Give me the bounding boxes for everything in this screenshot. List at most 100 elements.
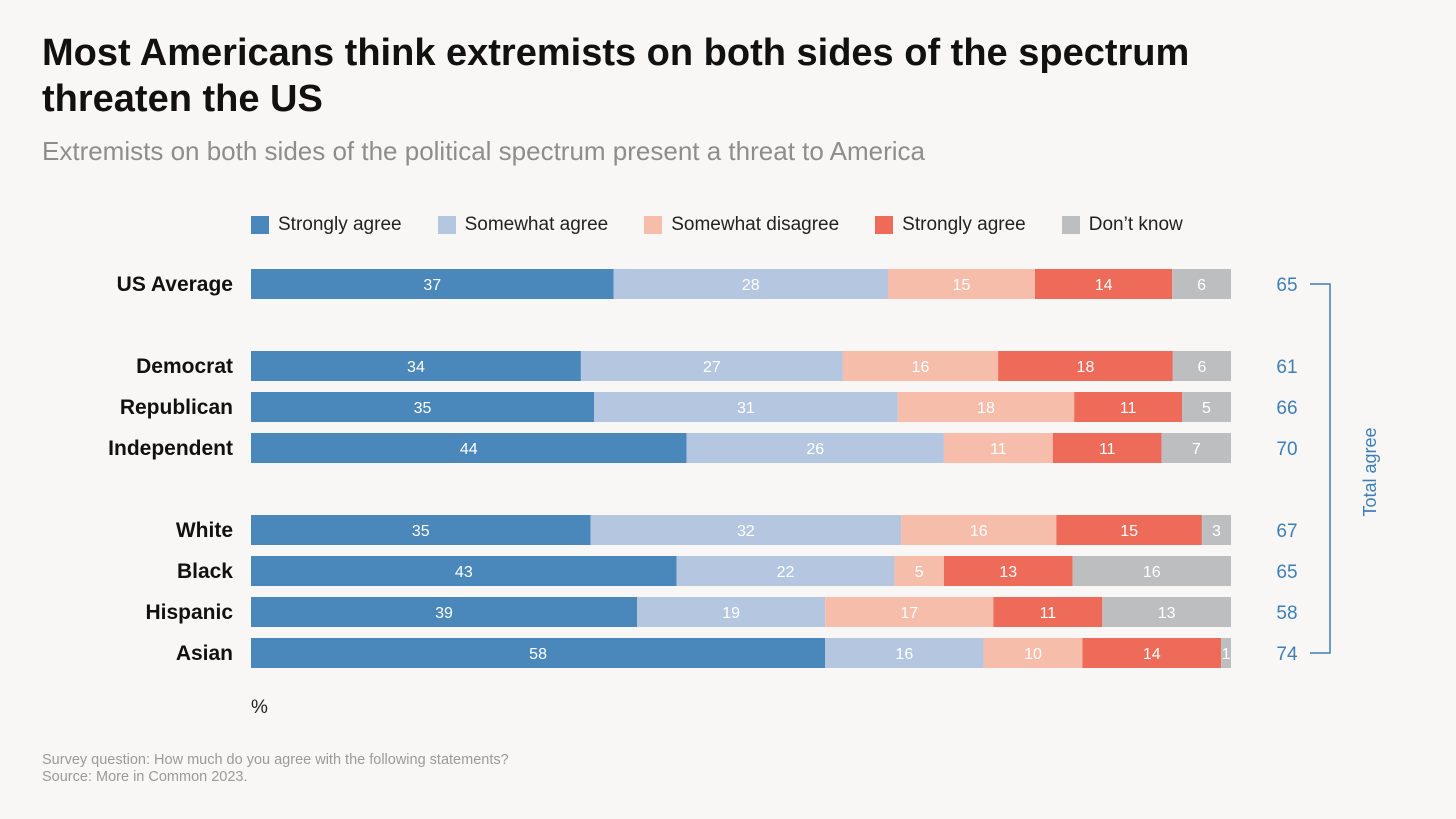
bar-value-label: 14 [1095,277,1113,294]
bar-value-label: 18 [977,400,995,417]
bar-segment-don-t-know-4 [1221,638,1231,668]
bar-value-label: 13 [1158,605,1176,622]
bar-segment-strongly-agree-3 [1074,392,1182,422]
legend-swatch [875,216,894,234]
bar-segment-strongly-agree-0 [251,597,638,627]
bar-segment-strongly-agree-3 [943,556,1073,586]
bar-row-asian: Asian 58 16 10 14 1 74 [176,638,1298,668]
category-label: US Average [117,273,233,296]
bar-row-republican: Republican 35 31 18 11 5 66 [120,392,1298,422]
bar-segment-don-t-know-4 [1172,351,1231,381]
bar-segment-don-t-know-4 [1102,597,1231,627]
bar-segment-somewhat-disagree-2 [983,638,1083,668]
bar-segment-somewhat-agree-1 [676,556,895,586]
bar-segment-somewhat-agree-1 [686,433,944,463]
bar-segment-strongly-agree-3 [1035,269,1173,299]
legend-item-somewhat-agree: Somewhat agree [437,214,609,236]
bar-segment-somewhat-agree-1 [580,351,843,381]
total-agree-bracket [1310,283,1331,654]
legend-label: Strongly agree [278,214,402,235]
total-agree-value: 58 [1276,603,1297,624]
bar-segment-strongly-agree-0 [251,638,826,668]
bar-segment-somewhat-agree-1 [825,638,984,668]
bar-segment-strongly-agree-3 [998,351,1173,381]
category-label: Asian [176,642,233,665]
bar-segment-somewhat-disagree-2 [842,351,999,381]
category-label: Independent [108,437,233,460]
legend-label: Don’t know [1088,214,1183,235]
bar-value-label: 16 [912,359,930,376]
bar-segment-strongly-agree-3 [1082,638,1222,668]
bar-value-label: 11 [1099,441,1116,458]
bar-value-label: 22 [777,564,795,581]
legend-item-strongly-disagree: Strongly agree [875,214,1026,236]
bar-segment-somewhat-disagree-2 [825,597,994,627]
legend-item-somewhat-disagree: Somewhat disagree [644,214,839,236]
bar-segment-don-t-know-4 [1072,556,1231,586]
total-agree-axis-label: Total agree [1360,427,1380,517]
bar-row-hispanic: Hispanic 39 19 17 11 13 58 [145,597,1298,627]
total-agree-value: 65 [1276,562,1297,583]
bar-segment-strongly-agree-0 [251,556,677,586]
category-label: White [176,519,233,542]
bar-segment-strongly-agree-0 [251,433,687,463]
bar-value-label: 10 [1024,646,1042,663]
bar-value-label: 39 [435,605,453,622]
bar-value-label: 18 [1077,359,1095,376]
bar-value-label: 15 [1120,523,1138,540]
chart-subtitle: Extremists on both sides of the politica… [42,136,925,166]
legend-item-strongly-agree: Strongly agree [251,214,402,236]
bar-value-label: 6 [1197,359,1206,376]
category-label: Hispanic [145,601,233,624]
bar-value-label: 31 [737,400,755,417]
bar-segment-don-t-know-4 [1182,392,1231,422]
bar-value-label: 16 [970,523,988,540]
bar-row-black: Black 43 22 5 13 16 65 [177,556,1298,586]
survey-question-note: Survey question: How much do you agree w… [42,752,509,768]
category-label: Republican [120,396,233,419]
bar-value-label: 11 [1120,400,1137,417]
bar-value-label: 7 [1192,441,1201,458]
chart-title: Most Americans think extremists on both … [42,32,1190,120]
bar-value-label: 44 [460,441,478,458]
bar-value-label: 16 [895,646,913,663]
bar-segment-somewhat-agree-1 [613,269,888,299]
bar-value-label: 11 [990,441,1007,458]
bar-value-label: 43 [455,564,473,581]
bar-value-label: 27 [703,359,721,376]
bar-value-label: 15 [953,277,971,294]
footer: Survey question: How much do you agree w… [42,752,509,786]
bar-segment-somewhat-disagree-2 [901,515,1057,545]
bar-value-label: 26 [806,441,824,458]
bar-value-label: 19 [722,605,740,622]
bar-segment-somewhat-disagree-2 [888,269,1035,299]
bar-value-label: 58 [529,646,547,663]
bar-segment-somewhat-agree-1 [590,515,902,545]
bar-value-label: 17 [900,605,918,622]
bar-segment-strongly-agree-0 [251,515,591,545]
bar-value-label: 34 [407,359,425,376]
bar-value-label: 35 [414,400,432,417]
unit-label: % [251,697,268,718]
bar-value-label: 11 [1040,605,1057,622]
bar-value-label: 6 [1197,277,1206,294]
bar-segment-strongly-agree-3 [1056,515,1202,545]
legend-label: Somewhat agree [464,214,609,235]
total-agree-value: 61 [1276,357,1297,378]
bar-value-label: 14 [1143,646,1161,663]
bar-row-democrat: Democrat 34 27 16 18 6 61 [136,351,1298,381]
bar-segment-don-t-know-4 [1172,269,1231,299]
bar-value-label: 13 [999,564,1017,581]
bar-segment-somewhat-agree-1 [637,597,826,627]
bar-segment-strongly-agree-3 [1052,433,1162,463]
bar-segment-strongly-agree-0 [251,351,581,381]
bar-segment-strongly-agree-3 [993,597,1103,627]
bar-value-label: 5 [1202,400,1211,417]
legend-label: Strongly agree [902,214,1026,235]
bar-segment-somewhat-disagree-2 [894,556,944,586]
bar-segment-somewhat-disagree-2 [943,433,1053,463]
legend-swatch [251,216,269,234]
total-agree-value: 70 [1276,439,1297,460]
bar-value-label: 37 [423,277,441,294]
legend-swatch [1061,216,1080,234]
